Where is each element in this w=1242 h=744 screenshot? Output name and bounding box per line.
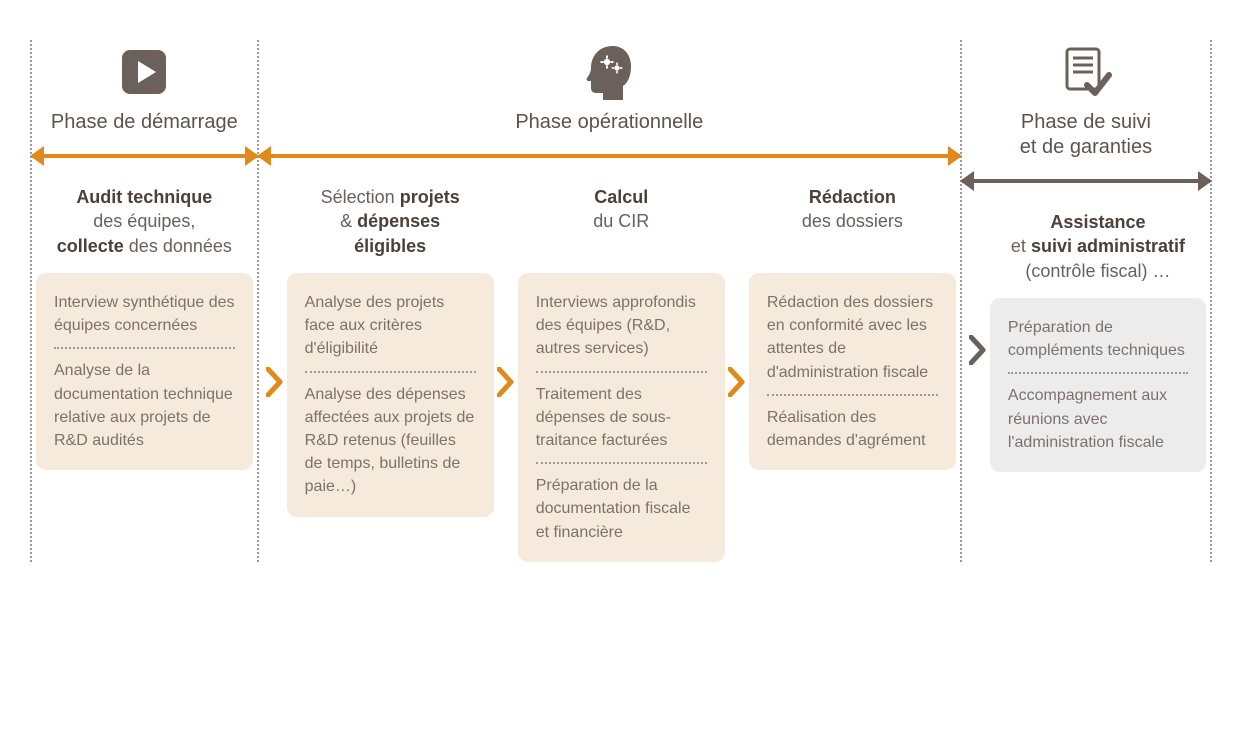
steps-row: Assistanceet suivi administratif(contrôl… <box>962 206 1210 472</box>
step-title: Audit techniquedes équipes,collecte des … <box>51 181 238 267</box>
phase-column: Phase opérationnelle Sélection projets& … <box>257 40 960 562</box>
step: Rédactiondes dossiers Rédaction des dossi… <box>749 181 956 562</box>
card-item: Préparation de compléments techniques <box>1008 316 1188 362</box>
card-item: Rédaction des dossiers en conformité ave… <box>767 291 938 384</box>
step-card: Préparation de compléments techniques Acc… <box>990 298 1206 472</box>
card-item: Préparation de la documentation fiscale … <box>536 474 707 544</box>
step-card: Interview synthétique des équipes concer… <box>36 273 253 470</box>
card-divider <box>54 347 235 349</box>
card-item: Analyse des dépenses affectées aux proje… <box>305 383 476 499</box>
play-icon <box>116 40 172 104</box>
chevron-right-icon <box>725 181 749 562</box>
process-diagram: Phase de démarrage Audit techniquedes éq… <box>30 40 1212 562</box>
step: Audit techniquedes équipes,collecte des … <box>36 181 253 470</box>
card-item: Accompagnement aux réunions avec l'admin… <box>1008 384 1188 454</box>
card-item: Réalisation des demandes d'agrément <box>767 406 938 452</box>
phase-title: Phase de démarrage <box>51 110 238 135</box>
card-divider <box>767 394 938 396</box>
step-title: Sélection projets& dépenseséligibles <box>315 181 466 267</box>
card-divider <box>305 371 476 373</box>
phase-title: Phase opérationnelle <box>515 110 703 135</box>
step-title: Assistanceet suivi administratif(contrôl… <box>1005 206 1191 292</box>
card-item: Analyse des projets face aux critères d'… <box>305 291 476 361</box>
chevron-right-icon <box>494 181 518 562</box>
doc-check-icon <box>1057 40 1115 104</box>
step-title: Rédactiondes dossiers <box>796 181 909 267</box>
step: Sélection projets& dépenseséligibles Anal… <box>287 181 494 562</box>
chevron-right-icon <box>966 206 990 472</box>
head-gears-icon <box>579 40 639 104</box>
phase-column: Phase de suiviet de garanties Assistance… <box>960 40 1212 562</box>
step-card: Analyse des projets face aux critères d'… <box>287 273 494 517</box>
step: Assistanceet suivi administratif(contrôl… <box>990 206 1206 472</box>
card-item: Interviews approfondis des équipes (R&D,… <box>536 291 707 361</box>
card-item: Analyse de la documentation technique re… <box>54 359 235 452</box>
card-divider <box>536 462 707 464</box>
step-title: Calculdu CIR <box>587 181 655 267</box>
card-item: Interview synthétique des équipes concer… <box>54 291 235 337</box>
phase-title: Phase de suiviet de garanties <box>1020 110 1152 160</box>
step-card: Rédaction des dossiers en conformité ave… <box>749 273 956 470</box>
phase-range-arrow <box>259 145 960 167</box>
steps-row: Audit techniquedes équipes,collecte des … <box>32 181 257 470</box>
step-card: Interviews approfondis des équipes (R&D,… <box>518 273 725 562</box>
phase-column: Phase de démarrage Audit techniquedes éq… <box>30 40 257 562</box>
card-item: Traitement des dépenses de sous-traitanc… <box>536 383 707 453</box>
steps-row: Sélection projets& dépenseséligibles Anal… <box>259 181 960 562</box>
card-divider <box>536 371 707 373</box>
phase-range-arrow <box>32 145 257 167</box>
phase-range-arrow <box>962 170 1210 192</box>
chevron-right-icon <box>263 181 287 562</box>
card-divider <box>1008 372 1188 374</box>
step: Calculdu CIR Interviews approfondis des é… <box>518 181 725 562</box>
